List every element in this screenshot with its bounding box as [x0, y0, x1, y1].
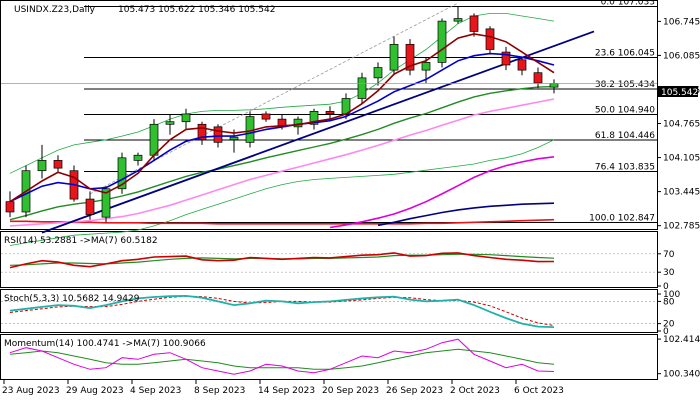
ma-magenta-line	[329, 156, 555, 229]
fib-level-label: 50.0 104.940	[595, 105, 655, 115]
y-tick-label: 100.3406	[663, 370, 700, 380]
candle-bull	[229, 136, 239, 141]
candle-bull	[181, 113, 191, 123]
y-tick-label: 106.745	[663, 17, 700, 27]
candle-bull	[101, 188, 111, 218]
y-tick-label: 0	[663, 282, 669, 292]
ma-blue-line	[9, 52, 555, 203]
candle-bull	[421, 62, 431, 71]
candle-bull	[373, 67, 383, 79]
y-tick-label: 80	[663, 297, 675, 307]
candle-bear	[501, 51, 511, 66]
candle-bear	[85, 198, 95, 215]
candle-bull	[437, 20, 447, 63]
fib-level-label: 38.2 105.434	[595, 80, 655, 90]
y-tick-label: 104.105	[663, 154, 700, 164]
candle-bull	[165, 121, 175, 125]
symbol-label: USINDX.Z23,Daily	[14, 5, 96, 15]
candle-bull	[149, 123, 159, 156]
candle-bull	[549, 83, 559, 88]
fib-level-label: 0.0 107.033	[601, 0, 655, 8]
candle-bear	[517, 59, 527, 71]
candle-bear	[53, 160, 63, 169]
x-tick-label: 4 Sep 2023	[130, 386, 181, 396]
x-tick-label: 2 Oct 2023	[450, 386, 500, 396]
candle-bear	[213, 126, 223, 143]
candle-bull	[389, 43, 399, 71]
axes: 106.745106.085105.415104.765104.105103.4…	[2, 17, 700, 396]
current-price-label: 105.542	[661, 88, 698, 98]
price-plot: 0.0 107.033 23.6 106.045 38.2 105.434 50.0 …	[1, 0, 657, 246]
x-tick-label: 20 Sep 2023	[322, 386, 379, 396]
candle-bear	[469, 15, 479, 32]
rsi-plot	[1, 252, 657, 273]
ma-pink-line	[9, 98, 555, 227]
rsi-title: RSI(14) 53.2881 ->MA(7) 60.5182	[4, 236, 158, 246]
candle-bear	[405, 43, 415, 71]
y-tick-label: 30	[663, 268, 675, 278]
stoch-main-line	[9, 294, 555, 328]
rsi-panel-frame	[0, 231, 658, 288]
ma-navy-line	[377, 202, 555, 227]
candle-bull	[357, 77, 367, 99]
ma-green-line	[9, 85, 555, 221]
bollinger-upper-line	[9, 12, 555, 174]
y-tick-label: 100	[663, 290, 680, 300]
candle-bear	[533, 72, 543, 84]
ma-dark-red-line	[9, 33, 555, 203]
y-tick-label: 104.765	[663, 120, 700, 130]
momentum-plot	[9, 338, 555, 375]
candle-bear	[485, 28, 495, 50]
momentum-title: Momentum(14) 100.4741 ->MA(7) 100.9066	[4, 339, 206, 349]
candle-bull	[453, 18, 463, 22]
rsi-line	[9, 252, 555, 269]
candle-bull	[133, 154, 143, 161]
x-tick-label: 14 Sep 2023	[258, 386, 315, 396]
fib-level-label: 76.4 103.835	[595, 162, 655, 172]
dashed-channel-line	[89, 2, 459, 195]
fib-level-label: 23.6 106.045	[595, 48, 655, 58]
candle-bear	[325, 111, 335, 115]
y-tick-label: 0	[663, 327, 669, 337]
momentum-panel-frame	[0, 334, 658, 380]
x-tick-label: 26 Sep 2023	[386, 386, 443, 396]
candle-bear	[197, 123, 207, 141]
current-price-tag	[658, 86, 698, 97]
candle-bear	[5, 201, 15, 213]
candle-bull	[117, 157, 127, 190]
y-tick-label: 106.085	[663, 51, 700, 61]
price-panel-frame	[0, 0, 658, 230]
y-tick-label: 102.785	[663, 222, 700, 232]
candle-bull	[309, 111, 319, 125]
candle-bull	[293, 118, 303, 128]
fib-level-label: 61.8 104.446	[595, 131, 655, 141]
candle-bull	[245, 116, 255, 143]
stoch-title: Stoch(5,3,3) 10.5682 14.9429	[4, 294, 140, 304]
ma-long-red-line	[10, 218, 555, 225]
x-tick-label: 6 Oct 2023	[514, 386, 564, 396]
fib-level-label: 100.0 102.847	[589, 213, 655, 223]
momentum-ma-line	[9, 348, 555, 370]
stoch-plot	[1, 294, 657, 328]
y-tick-label: 70	[663, 250, 675, 260]
bollinger-lower-line	[9, 139, 555, 246]
x-tick-label: 29 Aug 2023	[66, 386, 124, 396]
candle-bull	[37, 160, 47, 172]
candle-bear	[261, 113, 271, 120]
x-tick-label: 23 Aug 2023	[2, 386, 60, 396]
y-tick-label: 20	[663, 320, 675, 330]
y-tick-label: 103.445	[663, 188, 700, 198]
momentum-line	[9, 338, 555, 375]
ohlc-label: 105.473 105.622 105.346 105.542	[118, 5, 275, 15]
stoch-panel-frame	[0, 289, 658, 333]
x-tick-label: 8 Sep 2023	[194, 386, 245, 396]
